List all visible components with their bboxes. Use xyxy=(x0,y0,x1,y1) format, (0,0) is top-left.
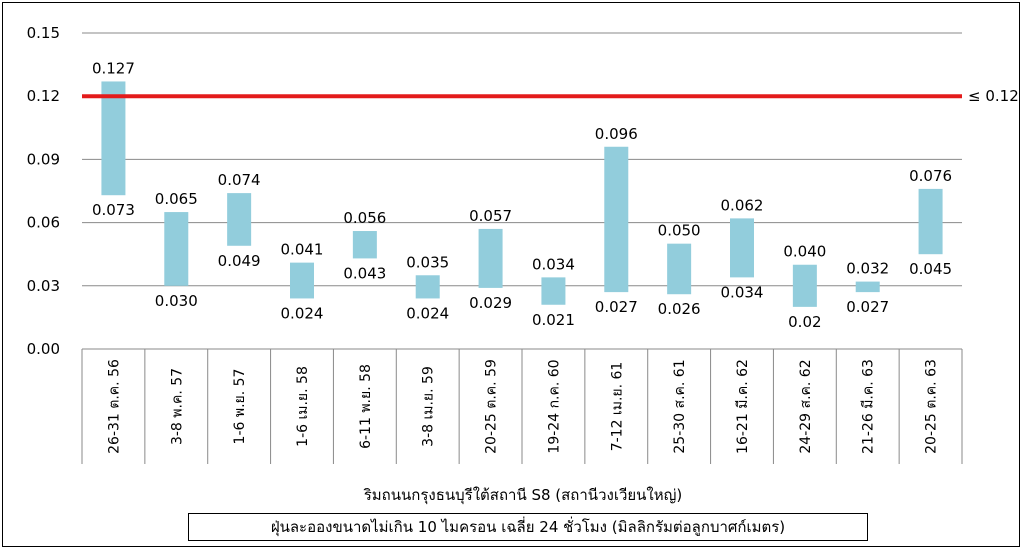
category-label: 1-6 พ.ย. 57 xyxy=(232,369,248,445)
category-label: 20-25 ต.ค. 63 xyxy=(924,359,940,454)
reference-line-label: ≤ 0.12 xyxy=(968,87,1019,105)
category-label: 1-6 เม.ย. 58 xyxy=(295,366,311,447)
max-data-label: 0.065 xyxy=(155,190,198,208)
bars xyxy=(101,81,943,307)
max-data-label: 0.057 xyxy=(469,207,512,225)
range-bar xyxy=(478,228,503,288)
range-bar xyxy=(792,264,817,307)
max-data-label: 0.050 xyxy=(658,222,701,240)
category-label: 7-12 เม.ย. 61 xyxy=(609,362,625,452)
range-bar xyxy=(730,218,754,278)
max-data-label: 0.076 xyxy=(909,167,952,185)
range-bar xyxy=(541,277,566,305)
min-data-label: 0.024 xyxy=(406,304,449,322)
max-data-label: 0.096 xyxy=(595,125,638,143)
min-data-label: 0.043 xyxy=(343,264,386,282)
y-tick-label: 0.12 xyxy=(27,87,60,105)
max-data-label: 0.032 xyxy=(846,260,889,278)
min-data-label: 0.024 xyxy=(281,304,324,322)
category-label: 25-30 ส.ค. 61 xyxy=(672,359,688,453)
reference-line-group: ≤ 0.12 xyxy=(82,87,1019,105)
min-data-label: 0.034 xyxy=(721,283,764,301)
max-data-label: 0.041 xyxy=(281,241,324,259)
range-bar xyxy=(667,243,692,295)
range-bar xyxy=(101,81,126,196)
data-labels: 0.127 0.073 0.065 0.030 0.074 0.049 0.041 0.024… xyxy=(92,59,952,330)
range-bar xyxy=(290,262,314,299)
y-tick-label: 0.06 xyxy=(27,214,60,232)
gridlines xyxy=(82,32,962,287)
min-data-label: 0.027 xyxy=(595,298,638,316)
x-axis-title: ริมถนนกรุงธนบุรีใต้สถานี S8 (สถานีวงเวีย… xyxy=(363,486,682,505)
axes: 0.00 0.03 0.06 0.09 0.12 0.15 26-31 ต.ค. 56 3-8… xyxy=(27,24,963,464)
legend-text: ฝุ่นละอองขนาดไม่เกิน 10 ไมครอน เฉลี่ย 24… xyxy=(270,518,786,536)
y-tick-label: 0.09 xyxy=(27,150,60,168)
category-label: 24-29 ส.ค. 62 xyxy=(798,359,814,453)
max-data-label: 0.040 xyxy=(783,243,826,261)
max-data-label: 0.062 xyxy=(721,196,764,214)
range-bar xyxy=(415,275,440,299)
category-label: 20-25 ต.ค. 59 xyxy=(484,359,500,454)
max-data-label: 0.074 xyxy=(218,171,261,189)
category-label: 26-31 ต.ค. 56 xyxy=(106,359,122,454)
min-data-label: 0.021 xyxy=(532,311,575,329)
category-label: 6-11 พ.ย. 58 xyxy=(358,364,374,449)
range-bar xyxy=(918,188,943,255)
min-data-label: 0.02 xyxy=(788,313,821,331)
min-data-label: 0.073 xyxy=(92,201,135,219)
y-tick-label: 0.00 xyxy=(27,340,60,358)
min-data-label: 0.029 xyxy=(469,294,512,312)
category-label: 3-8 พ.ค. 57 xyxy=(169,368,185,445)
min-data-label: 0.026 xyxy=(658,300,701,318)
category-label: 19-24 ก.ค. 60 xyxy=(546,359,562,453)
y-tick-label: 0.15 xyxy=(27,24,60,42)
max-data-label: 0.127 xyxy=(92,59,135,77)
range-bar xyxy=(855,281,880,293)
legend-box: ฝุ่นละอองขนาดไม่เกิน 10 ไมครอน เฉลี่ย 24… xyxy=(188,513,868,541)
category-label: 16-21 มี.ค. 62 xyxy=(735,359,751,454)
min-data-label: 0.027 xyxy=(846,298,889,316)
min-data-label: 0.045 xyxy=(909,260,952,278)
range-bar xyxy=(352,231,377,259)
range-bar xyxy=(227,193,252,246)
range-bar xyxy=(164,212,189,286)
category-label: 21-26 มี.ค. 63 xyxy=(861,359,877,454)
category-label: 3-8 เม.ย. 59 xyxy=(421,366,437,447)
y-tick-label: 0.03 xyxy=(27,277,60,295)
max-data-label: 0.056 xyxy=(343,209,386,227)
min-data-label: 0.030 xyxy=(155,292,198,310)
max-data-label: 0.034 xyxy=(532,255,575,273)
min-data-label: 0.049 xyxy=(218,252,261,270)
range-bar xyxy=(604,146,629,293)
max-data-label: 0.035 xyxy=(406,253,449,271)
